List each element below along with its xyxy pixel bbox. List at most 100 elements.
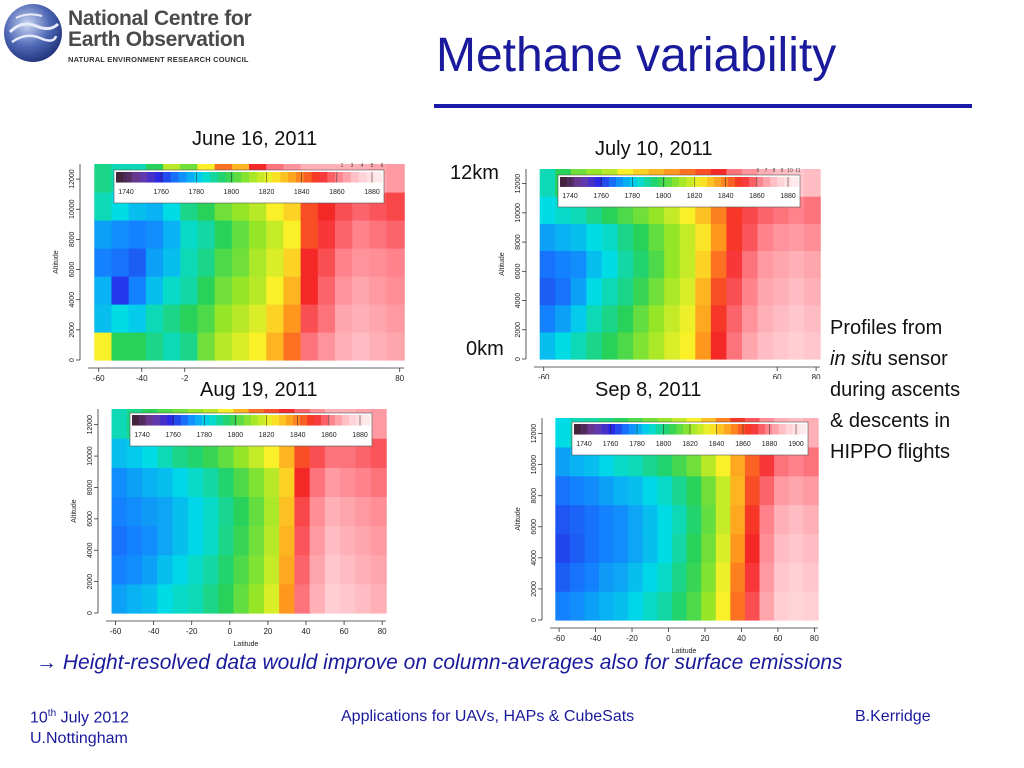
heatmap-cell xyxy=(686,562,703,592)
heatmap-cell xyxy=(111,276,130,305)
desc-line1: Profiles from xyxy=(830,317,943,339)
colorbar-tick-label: 1760 xyxy=(603,441,619,448)
colorbar-tick-label: 1800 xyxy=(656,193,672,200)
heatmap-cell xyxy=(263,467,281,498)
y-tick-label: 0 xyxy=(87,611,94,615)
colorbar-tick-label: 1740 xyxy=(134,432,150,439)
colorbar-swatch xyxy=(237,415,245,426)
heatmap-cell xyxy=(248,496,265,527)
x-tick-label: -40 xyxy=(148,627,160,636)
colorbar-swatch xyxy=(167,415,175,426)
colorbar-swatch xyxy=(335,172,344,183)
colorbar-swatch xyxy=(693,177,701,187)
heatmap-cell xyxy=(730,562,746,592)
heatmap-cell xyxy=(671,504,688,535)
colorbar-swatch xyxy=(683,424,691,435)
heatmap-cell xyxy=(671,562,688,592)
description-text: Profiles from in situ sensor during asce… xyxy=(830,313,1010,468)
heatmap-cell xyxy=(601,304,619,333)
colorbar-swatch xyxy=(574,424,582,435)
colorbar-swatch xyxy=(560,177,568,187)
heatmap-cell xyxy=(701,475,717,506)
footer-author: B.Kerridge xyxy=(855,708,931,725)
heatmap-cell xyxy=(352,304,371,333)
desc-line2-rest: u sensor xyxy=(871,348,948,370)
heatmap-cell xyxy=(742,223,759,252)
colorbar-tick-label: 1820 xyxy=(259,432,275,439)
heatmap-cell xyxy=(214,276,233,305)
colorbar-swatch xyxy=(588,177,596,187)
heatmap-cell xyxy=(599,475,615,506)
y-tick-label: 8000 xyxy=(515,234,522,250)
heatmap-cell xyxy=(111,467,128,498)
colorbar-tick-label: 1800 xyxy=(228,432,244,439)
heatmap-cell xyxy=(679,223,697,252)
heatmap-cell xyxy=(128,220,147,249)
heatmap-cell xyxy=(283,276,302,305)
heatmap-cell xyxy=(657,475,673,506)
colorbar-swatch xyxy=(665,177,673,187)
conclusion-text: → Height-resolved data would improve on … xyxy=(36,651,843,675)
colorbar-swatch xyxy=(751,424,759,435)
x-tick-label: -60 xyxy=(93,374,105,382)
heatmap-cell xyxy=(386,248,405,277)
heatmap-cell xyxy=(788,331,806,360)
colorbar-swatch xyxy=(244,415,252,426)
colorbar-swatch xyxy=(307,415,315,426)
heatmap-cell xyxy=(300,220,319,249)
heatmap-cell xyxy=(94,248,113,277)
heatmap-cell xyxy=(317,332,336,361)
heatmap-cell xyxy=(657,504,673,535)
heatmap-cell xyxy=(128,276,147,305)
heatmap-cell xyxy=(142,554,159,585)
heatmap-cell xyxy=(157,525,174,556)
colorbar-swatch xyxy=(265,415,273,426)
colorbar-swatch xyxy=(637,177,645,187)
heatmap-cell xyxy=(539,169,557,197)
heatmap-cell xyxy=(111,496,128,527)
arrow-icon: → xyxy=(36,651,57,674)
heatmap-cell xyxy=(335,276,354,305)
heatmap-cell xyxy=(172,583,189,614)
heatmap-cell xyxy=(386,304,405,333)
heatmap-cell xyxy=(214,332,233,361)
heatmap-cell xyxy=(648,331,666,360)
heatmap-cell xyxy=(300,276,319,305)
colorbar-swatch xyxy=(139,415,147,426)
heatmap-cell xyxy=(370,467,387,498)
colorbar-swatch xyxy=(703,424,711,435)
heatmap-cell xyxy=(233,467,250,498)
x-tick-label: 20 xyxy=(701,634,710,643)
colorbar-swatch xyxy=(181,415,189,426)
heatmap-cell xyxy=(804,169,821,197)
colorbar-extra-tick-label: 6 xyxy=(757,168,760,174)
colorbar-swatch xyxy=(672,177,680,187)
heatmap-cell xyxy=(657,533,673,563)
heatmap-cell xyxy=(340,525,357,556)
heatmap-cell xyxy=(157,554,174,585)
heatmap-cell xyxy=(701,591,717,621)
y-tick-label: 12000 xyxy=(515,174,522,194)
heatmap-cell xyxy=(774,533,790,563)
colorbar-tick-label: 1760 xyxy=(153,189,169,196)
heatmap-cell xyxy=(370,496,387,527)
colorbar-extra-tick-label: 8 xyxy=(773,168,776,174)
colorbar-swatch xyxy=(676,424,684,435)
y-tick-label: 8000 xyxy=(87,480,94,496)
heatmap-cell xyxy=(283,248,302,277)
colorbar-swatch xyxy=(567,177,575,187)
colorbar-swatch xyxy=(616,177,624,187)
y-tick-label: 0 xyxy=(69,358,76,362)
colorbar-extra-tick-label: 5 xyxy=(371,163,374,169)
colorbar-swatch xyxy=(580,424,589,435)
heatmap-cell xyxy=(664,250,681,279)
heatmap-cell xyxy=(369,220,388,249)
heatmap-cell xyxy=(555,504,571,535)
heatmap-cell xyxy=(145,220,165,249)
heatmap-cell xyxy=(163,332,182,361)
heatmap-chart-june: 0 2000 4000 6000 8000 10000 12000 Altitude -60 -4… xyxy=(53,163,405,382)
heatmap-cell xyxy=(248,525,265,556)
colorbar-swatch xyxy=(311,172,320,183)
heatmap-cell xyxy=(599,533,615,563)
colorbar-swatch xyxy=(116,172,125,183)
